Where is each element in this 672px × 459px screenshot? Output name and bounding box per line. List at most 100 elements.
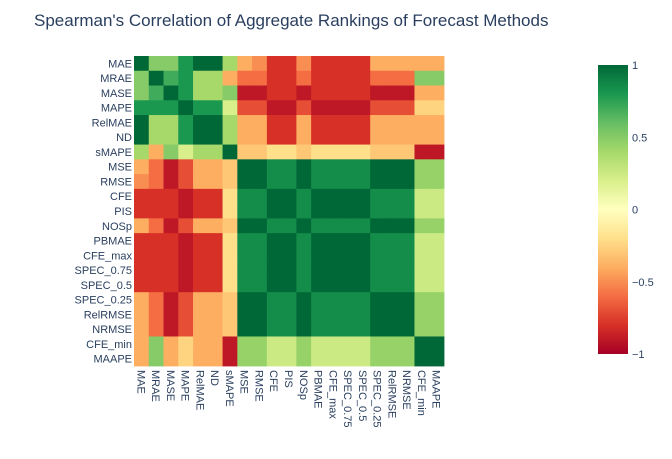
heatmap-cell bbox=[237, 351, 253, 367]
heatmap-cell bbox=[384, 56, 401, 72]
heatmap-cell bbox=[222, 159, 238, 175]
heatmap-cell bbox=[207, 144, 223, 160]
heatmap-cell bbox=[163, 321, 179, 337]
heatmap-cell bbox=[134, 306, 150, 323]
heatmap-cell bbox=[134, 129, 150, 145]
heatmap-cell bbox=[370, 277, 386, 293]
heatmap-cell bbox=[429, 70, 445, 86]
heatmap-cell bbox=[148, 306, 164, 323]
heatmap-cell bbox=[325, 218, 342, 234]
heatmap-cell bbox=[311, 70, 327, 86]
heatmap-cell bbox=[399, 247, 415, 264]
heatmap-cell bbox=[384, 247, 401, 264]
heatmap-cell bbox=[384, 277, 401, 293]
heatmap-cell bbox=[370, 351, 386, 367]
heatmap-cell bbox=[178, 85, 194, 101]
heatmap-cell bbox=[281, 174, 297, 190]
x-tick-label: PBMAE bbox=[312, 370, 324, 409]
x-tick-label: MAAPE bbox=[430, 370, 442, 409]
heatmap-cell bbox=[148, 247, 164, 264]
heatmap-cell bbox=[325, 100, 342, 116]
y-tick-label: PBMAE bbox=[93, 236, 132, 248]
heatmap-cell bbox=[163, 247, 179, 264]
heatmap-cell bbox=[207, 129, 223, 145]
heatmap-cell bbox=[178, 262, 194, 278]
heatmap-cell bbox=[148, 70, 164, 86]
heatmap-cell bbox=[163, 174, 179, 190]
heatmap-cell bbox=[193, 174, 209, 190]
heatmap-cell bbox=[384, 262, 401, 278]
heatmap-cell bbox=[222, 100, 238, 116]
x-tick-label: CFE_min bbox=[415, 370, 427, 416]
heatmap-cell bbox=[384, 188, 401, 205]
heatmap-cell bbox=[296, 188, 312, 205]
heatmap-cell bbox=[340, 277, 356, 293]
heatmap-cell bbox=[237, 70, 253, 86]
heatmap-cell bbox=[281, 321, 297, 337]
colorbar: 1 0.5 0 −0.5 −1 bbox=[598, 60, 654, 361]
heatmap-cell bbox=[296, 306, 312, 323]
heatmap-cell bbox=[193, 351, 209, 367]
heatmap-cell bbox=[222, 203, 238, 219]
heatmap-cell bbox=[355, 144, 371, 160]
heatmap-cell bbox=[163, 306, 179, 323]
heatmap-cell bbox=[207, 56, 223, 72]
heatmap-cell bbox=[178, 277, 194, 293]
heatmap-cell bbox=[222, 277, 238, 293]
heatmap-cell bbox=[237, 85, 253, 101]
heatmap-cell bbox=[178, 247, 194, 264]
heatmap-cell bbox=[325, 351, 342, 367]
heatmap-cell bbox=[148, 188, 164, 205]
heatmap-cell bbox=[384, 203, 401, 219]
heatmap-cell bbox=[252, 262, 268, 278]
heatmap-cell bbox=[355, 100, 371, 116]
heatmap-cell bbox=[237, 262, 253, 278]
heatmap-cell bbox=[163, 115, 179, 131]
heatmap-cell bbox=[281, 85, 297, 101]
heatmap-cell bbox=[237, 292, 253, 308]
heatmap-cell bbox=[399, 306, 415, 323]
heatmap-cell bbox=[296, 233, 312, 249]
heatmap-cell bbox=[281, 115, 297, 131]
heatmap-cell bbox=[266, 174, 283, 190]
heatmap-cell bbox=[311, 218, 327, 234]
heatmap-cell bbox=[148, 85, 164, 101]
heatmap-cell bbox=[134, 144, 150, 160]
y-tick-label: SPEC_0.25 bbox=[75, 295, 132, 307]
heatmap-cell bbox=[252, 174, 268, 190]
heatmap-cell bbox=[266, 56, 283, 72]
heatmap-cell bbox=[163, 188, 179, 205]
heatmap-cell bbox=[222, 115, 238, 131]
heatmap-cell bbox=[207, 336, 223, 352]
heatmap-cell bbox=[222, 351, 238, 367]
heatmap-cell bbox=[311, 100, 327, 116]
y-tick-label: CFE_max bbox=[83, 250, 132, 262]
heatmap-cell bbox=[266, 129, 283, 145]
heatmap-cell bbox=[134, 56, 150, 72]
heatmap-cell bbox=[193, 144, 209, 160]
heatmap-cell bbox=[163, 336, 179, 352]
heatmap-cell bbox=[163, 351, 179, 367]
heatmap-cell bbox=[399, 129, 415, 145]
heatmap-cell bbox=[193, 321, 209, 337]
heatmap-cell bbox=[207, 70, 223, 86]
heatmap-cell bbox=[296, 351, 312, 367]
heatmap-cell bbox=[340, 70, 356, 86]
heatmap-cell bbox=[414, 100, 430, 116]
heatmap-cell bbox=[370, 100, 386, 116]
heatmap-cell bbox=[163, 56, 179, 72]
colorbar-tick-label: −1 bbox=[632, 349, 645, 361]
heatmap-cell bbox=[399, 85, 415, 101]
heatmap-cell bbox=[163, 144, 179, 160]
heatmap-cell bbox=[281, 336, 297, 352]
heatmap-cell bbox=[222, 188, 238, 205]
heatmap-cell bbox=[340, 115, 356, 131]
y-tick-label: SPEC_0.75 bbox=[75, 265, 132, 277]
heatmap-cell bbox=[222, 70, 238, 86]
heatmap-cell bbox=[414, 306, 430, 323]
heatmap-cell bbox=[252, 129, 268, 145]
heatmap-cell bbox=[252, 218, 268, 234]
heatmap-cell bbox=[193, 115, 209, 131]
colorbar-tick-label: −0.5 bbox=[632, 277, 654, 289]
x-tick-label: RMSE bbox=[252, 370, 264, 402]
